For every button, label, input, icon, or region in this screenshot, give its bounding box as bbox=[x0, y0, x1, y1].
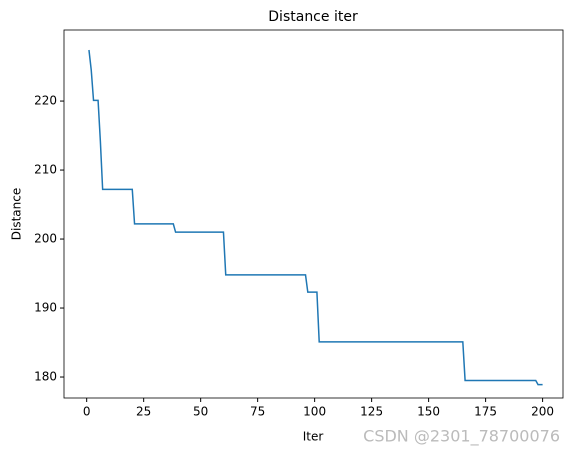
y-tick-label: 190 bbox=[34, 301, 57, 315]
x-tick-label: 200 bbox=[531, 405, 554, 419]
chart-title: Distance iter bbox=[268, 9, 358, 25]
x-tick-label: 150 bbox=[417, 405, 440, 419]
x-tick-label: 75 bbox=[250, 405, 265, 419]
x-tick-label: 175 bbox=[474, 405, 497, 419]
y-tick-label: 180 bbox=[34, 370, 57, 384]
x-tick-label: 0 bbox=[83, 405, 91, 419]
x-tick-label: 25 bbox=[136, 405, 151, 419]
x-tick-label: 100 bbox=[303, 405, 326, 419]
y-tick-label: 200 bbox=[34, 232, 57, 246]
x-tick-label: 50 bbox=[193, 405, 208, 419]
line-series bbox=[88, 49, 543, 386]
watermark: CSDN @2301_78700076 bbox=[363, 427, 560, 447]
y-tick-label: 210 bbox=[34, 163, 57, 177]
y-axis-label: Distance bbox=[10, 188, 24, 240]
x-axis-label: Iter bbox=[303, 430, 324, 444]
plot-frame bbox=[63, 29, 564, 399]
y-tick-label: 220 bbox=[34, 94, 57, 108]
x-tick-label: 125 bbox=[360, 405, 383, 419]
